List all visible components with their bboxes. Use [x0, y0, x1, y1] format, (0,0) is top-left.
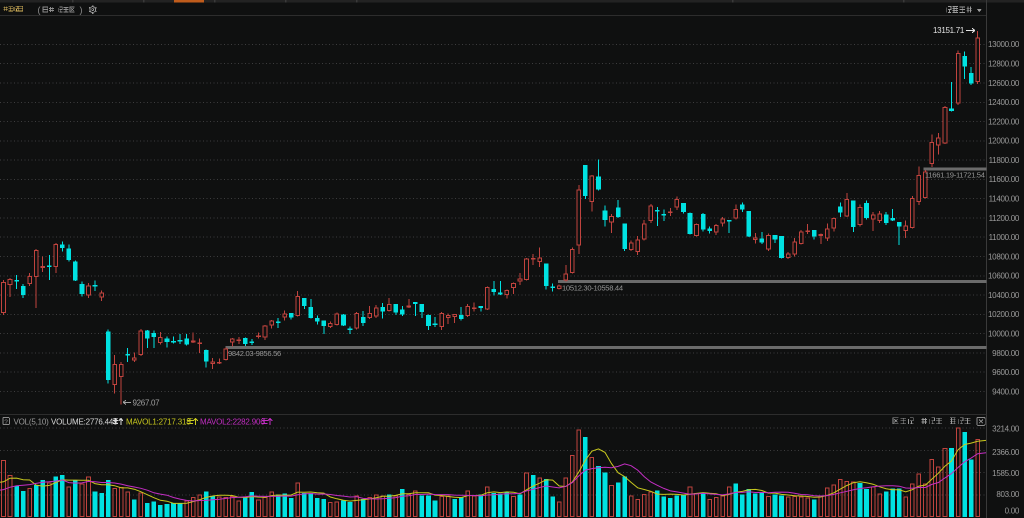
svg-text:10800.00: 10800.00 — [988, 252, 1020, 261]
svg-text:12400.00: 12400.00 — [988, 98, 1020, 107]
svg-text:10512.30-10558.44: 10512.30-10558.44 — [562, 284, 623, 293]
svg-text:803.00: 803.00 — [996, 490, 1020, 499]
svg-text:10600.00: 10600.00 — [988, 272, 1020, 281]
svg-text:11200.00: 11200.00 — [989, 214, 1020, 223]
svg-text:?: ? — [4, 419, 8, 426]
svg-text:3214.00: 3214.00 — [992, 424, 1020, 433]
svg-text:12200.00: 12200.00 — [988, 117, 1020, 126]
svg-text:12600.00: 12600.00 — [988, 79, 1020, 88]
svg-text:): ) — [80, 5, 83, 15]
svg-text:13000.00: 13000.00 — [988, 40, 1020, 49]
svg-text:10400.00: 10400.00 — [988, 291, 1020, 300]
svg-text:11800.00: 11800.00 — [989, 156, 1020, 165]
svg-text:9600.00: 9600.00 — [992, 368, 1020, 377]
svg-text:12000.00: 12000.00 — [988, 137, 1020, 146]
svg-text:11600.00: 11600.00 — [989, 175, 1020, 184]
svg-text:9267.07: 9267.07 — [133, 398, 161, 407]
svg-text:2366.00: 2366.00 — [992, 448, 1020, 457]
svg-text:13151.71: 13151.71 — [933, 26, 965, 35]
svg-text:12800.00: 12800.00 — [988, 60, 1020, 69]
svg-text:9400.00: 9400.00 — [992, 387, 1020, 396]
svg-text:11661.19-11721.54: 11661.19-11721.54 — [925, 171, 985, 180]
svg-text:0.00: 0.00 — [1005, 506, 1020, 515]
svg-text:1585.00: 1585.00 — [992, 469, 1020, 478]
svg-text:11400.00: 11400.00 — [989, 195, 1020, 204]
svg-text:MAVOL1:2717.318: MAVOL1:2717.318 — [126, 417, 191, 426]
svg-text:(: ( — [38, 5, 41, 15]
svg-text:11000.00: 11000.00 — [989, 233, 1020, 242]
svg-text:VOL(5,10): VOL(5,10) — [14, 417, 50, 426]
svg-text:10000.00: 10000.00 — [988, 330, 1020, 339]
svg-text:9842.03-9856.56: 9842.03-9856.56 — [228, 349, 281, 358]
svg-text:VOLUME:2776.448: VOLUME:2776.448 — [51, 417, 118, 426]
svg-text:MAVOL2:2282.906: MAVOL2:2282.906 — [200, 417, 265, 426]
svg-text:10200.00: 10200.00 — [988, 310, 1020, 319]
svg-text:9800.00: 9800.00 — [992, 349, 1020, 358]
